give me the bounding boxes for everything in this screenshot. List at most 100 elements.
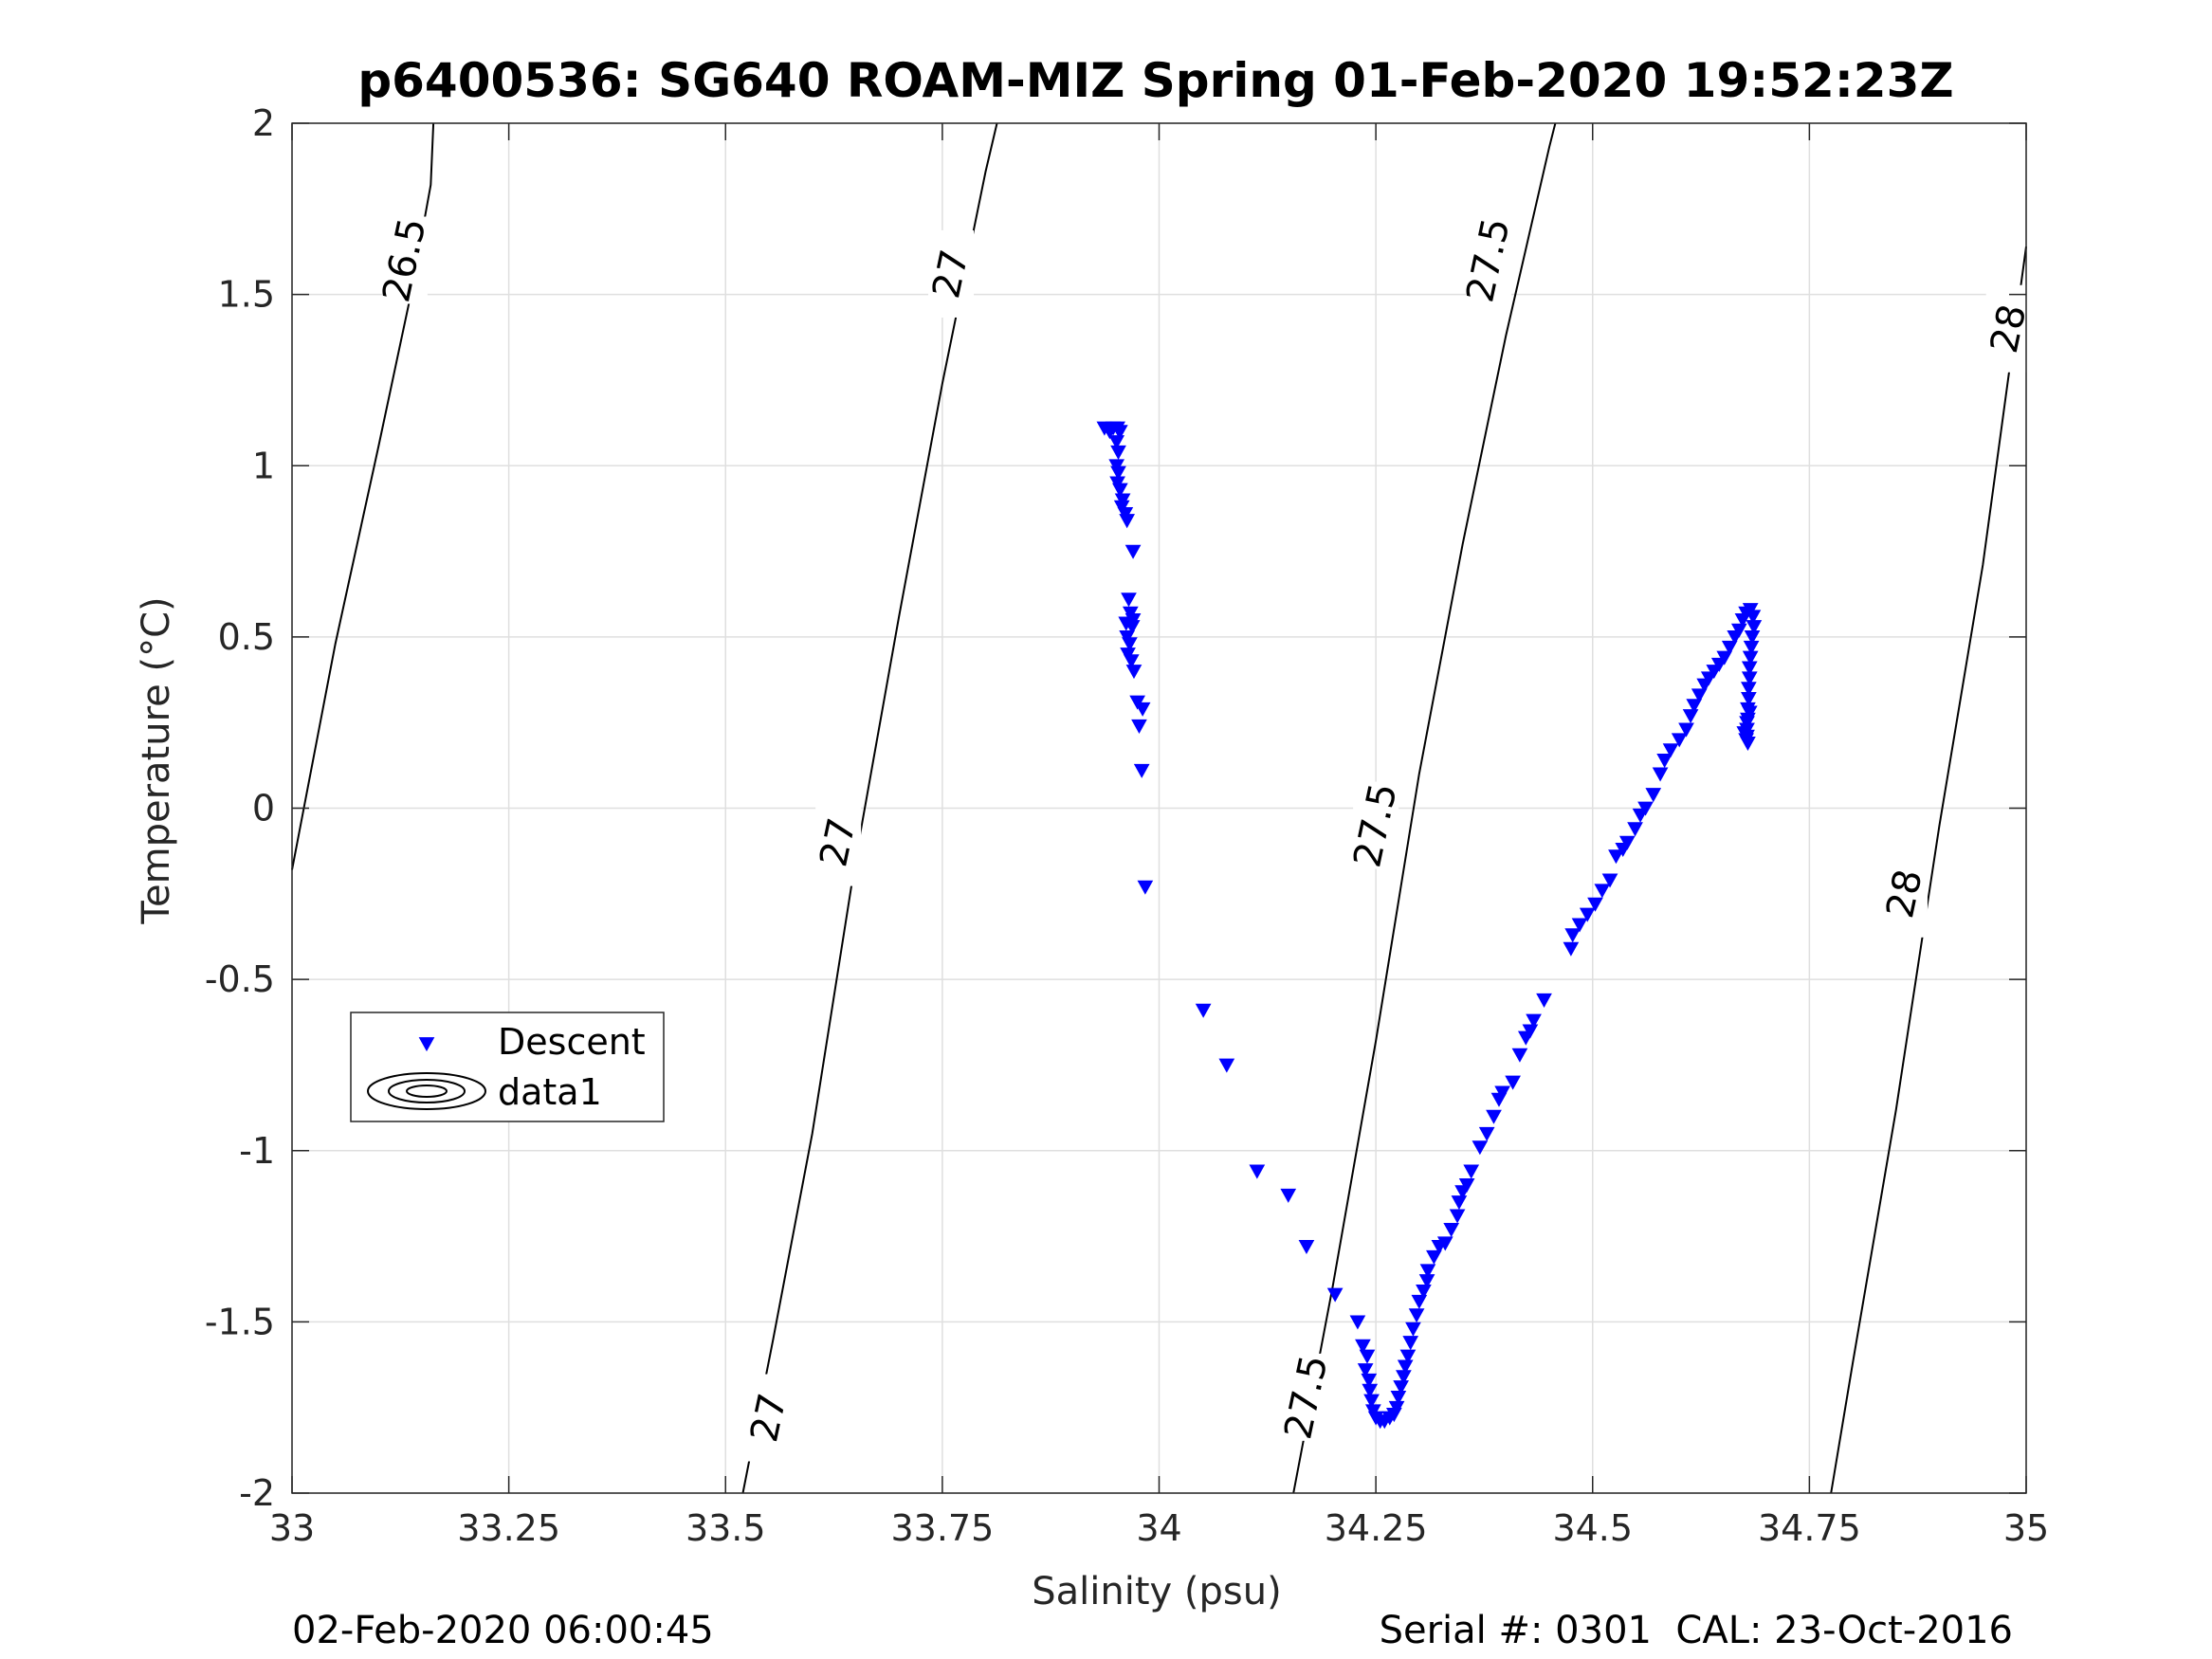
contour-label: 27 <box>924 246 978 301</box>
descent-point <box>1110 465 1126 481</box>
descent-point <box>1443 1222 1460 1237</box>
descent-point <box>1137 880 1154 895</box>
descent-point <box>1108 435 1125 450</box>
descent-point <box>1478 1126 1495 1141</box>
x-tick-label: 34.5 <box>1552 1507 1633 1549</box>
descent-point <box>1618 835 1636 850</box>
descent-point <box>1526 1013 1542 1029</box>
y-tick-label: 0 <box>252 788 275 830</box>
contour-label-gap <box>1466 216 1512 304</box>
descent-point <box>1494 1085 1510 1101</box>
descent-point <box>1112 483 1128 498</box>
descent-point <box>1218 1058 1235 1073</box>
descent-point <box>1564 928 1581 943</box>
y-axis-label: Temperature (°C) <box>135 596 178 924</box>
descent-point <box>1739 716 1755 731</box>
descent-point <box>1355 1339 1371 1354</box>
descent-point <box>1124 544 1142 559</box>
descent-point <box>1608 849 1624 865</box>
descent-point <box>1133 763 1150 778</box>
descent-point <box>1736 726 1753 741</box>
descent-point <box>1411 1294 1428 1309</box>
y-tick-label: -2 <box>239 1472 275 1514</box>
descent-point <box>1110 445 1126 460</box>
descent-point <box>1402 1336 1419 1351</box>
descent-point <box>1280 1188 1297 1203</box>
legend-label-data1: data1 <box>498 1071 602 1113</box>
legend-box <box>350 1012 665 1122</box>
descent-point <box>1458 1178 1475 1194</box>
contour-label-gap <box>1985 284 2032 373</box>
descent-point <box>1652 767 1669 782</box>
descent-point <box>1359 1349 1376 1364</box>
descent-point <box>1363 1394 1380 1409</box>
descent-point <box>1472 1140 1489 1156</box>
descent-point <box>1745 610 1762 625</box>
descent-point <box>1505 1075 1521 1090</box>
descent-point <box>1536 993 1552 1008</box>
descent-point <box>1195 1003 1212 1018</box>
y-tick-label: -0.5 <box>205 958 275 1000</box>
descent-point <box>1131 719 1147 734</box>
descent-point <box>1645 788 1662 803</box>
x-tick-label: 34 <box>1136 1507 1181 1549</box>
descent-point <box>1678 722 1694 738</box>
legend-marker-descent <box>418 1037 435 1052</box>
descent-point <box>1671 733 1688 748</box>
grid <box>291 122 2027 1494</box>
descent-point <box>1746 620 1763 635</box>
contour-label: 28 <box>1878 866 1931 921</box>
descent-point <box>1122 637 1138 652</box>
descent-point <box>1742 650 1759 665</box>
x-tick-label: 33.25 <box>457 1507 560 1549</box>
descent-point <box>1119 514 1136 529</box>
contour-legend-icon <box>367 1072 486 1110</box>
legend-triangle-icon <box>418 1037 435 1052</box>
descent-point <box>1397 1359 1414 1375</box>
contour-label-gap <box>1353 781 1399 869</box>
descent-point <box>1390 1390 1407 1405</box>
footer-timestamp: 02-Feb-2020 06:00:45 <box>292 1609 714 1652</box>
descent-point <box>1716 650 1733 665</box>
descent-point <box>1743 640 1760 655</box>
descent-point <box>1298 1240 1315 1255</box>
contour-line-28 <box>1830 246 2027 1494</box>
x-axis-label: Salinity (psu) <box>1032 1570 1281 1613</box>
descent-point <box>1393 1380 1409 1395</box>
descent-point <box>1594 884 1611 899</box>
contour-label: 27 <box>812 814 865 870</box>
descent-point <box>1741 671 1758 686</box>
descent-series <box>1096 421 1763 1430</box>
descent-point <box>1721 640 1738 655</box>
x-tick-label: 34.25 <box>1325 1507 1428 1549</box>
density-contours <box>291 122 2027 1494</box>
descent-point <box>1426 1249 1442 1265</box>
descent-point <box>1741 661 1758 676</box>
descent-point <box>1601 873 1618 888</box>
y-tick-label: 0.5 <box>218 616 275 658</box>
legend: Descent data1 <box>350 1012 665 1122</box>
descent-point <box>1361 1373 1378 1388</box>
contour-line-26-5 <box>291 122 435 870</box>
contour-label-gap <box>1881 849 1928 938</box>
x-tick-label: 35 <box>2003 1507 2049 1549</box>
y-tick-label: 1.5 <box>218 274 275 316</box>
y-tick-label: -1 <box>239 1130 275 1172</box>
x-tick-label: 33.5 <box>686 1507 766 1549</box>
descent-point <box>1249 1164 1266 1179</box>
descent-point <box>1349 1315 1366 1330</box>
descent-point <box>1125 665 1143 680</box>
y-tick-label: -1.5 <box>205 1301 275 1342</box>
descent-point <box>1112 425 1128 440</box>
descent-point <box>1571 918 1588 933</box>
legend-label-descent: Descent <box>498 1021 646 1063</box>
descent-point <box>1656 754 1673 769</box>
descent-point <box>1124 620 1141 635</box>
descent-point <box>1486 1109 1502 1124</box>
contour-label: 27 <box>742 1390 795 1446</box>
footer-serial-cal: Serial #: 0301 CAL: 23-Oct-2016 <box>1379 1609 2013 1652</box>
descent-point <box>1436 1236 1453 1251</box>
descent-point <box>1357 1363 1374 1378</box>
